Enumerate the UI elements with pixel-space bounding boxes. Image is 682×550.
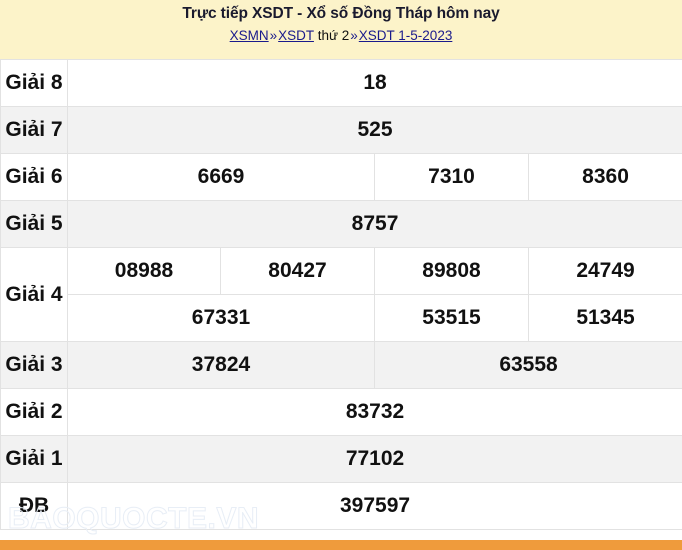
breadcrumb-link-xsdt-date[interactable]: XSDT 1-5-2023 (358, 28, 453, 43)
row-label-giai7: Giải 7 (0, 106, 68, 154)
row-label-giai5: Giải 5 (0, 200, 68, 248)
breadcrumb-text-weekday: thứ 2 (317, 28, 350, 43)
table-row-giai4-line1: Giải 4 08988 80427 89808 24749 (0, 247, 682, 342)
prize-value-giai6-2: 7310 (374, 153, 529, 201)
page-header: Trực tiếp XSDT - Xổ số Đồng Tháp hôm nay… (0, 0, 682, 59)
row-label-db: ĐB (0, 482, 68, 530)
row-label-giai8: Giải 8 (0, 59, 68, 107)
row-label-giai1: Giải 1 (0, 435, 68, 483)
lottery-results-table: Giải 8 18 Giải 7 525 Giải 6 6669 7310 83… (0, 59, 682, 530)
breadcrumb-separator-1: » (269, 28, 278, 43)
results-table-wrapper: Giải 8 18 Giải 7 525 Giải 6 6669 7310 83… (0, 59, 682, 530)
page-title: Trực tiếp XSDT - Xổ số Đồng Tháp hôm nay (182, 5, 500, 22)
prize-value-giai8-1: 18 (66, 59, 682, 107)
prize-value-giai4-2: 80427 (220, 247, 375, 295)
prize-value-giai7-1: 525 (66, 106, 682, 154)
row-label-giai6: Giải 6 (0, 153, 68, 201)
prize-value-db-1: 397597 (66, 482, 682, 530)
prize-value-giai4-5: 67331 (67, 294, 375, 342)
prize-value-giai3-2: 63558 (373, 341, 682, 389)
breadcrumb-link-xsmn[interactable]: XSMN (229, 28, 269, 43)
table-row-giai6: Giải 6 6669 7310 8360 (0, 153, 682, 201)
table-row-giai5: Giải 5 8757 (0, 200, 682, 248)
table-row-giai8: Giải 8 18 (0, 59, 682, 107)
table-row-giai2: Giải 2 83732 (0, 388, 682, 436)
table-row-giai4-line2: 67331 53515 51345 (1, 294, 682, 342)
breadcrumb: XSMN»XSDT thứ 2»XSDT 1-5-2023 (0, 27, 682, 45)
prize-value-giai3-1: 37824 (67, 341, 375, 389)
table-row-giai1: Giải 1 77102 (0, 435, 682, 483)
breadcrumb-link-xsdt[interactable]: XSDT (278, 28, 314, 43)
table-row-db: ĐB 397597 (0, 482, 682, 530)
prize-value-giai4-7: 51345 (527, 294, 682, 342)
row-label-giai3: Giải 3 (0, 341, 68, 389)
prize-value-giai4-4: 24749 (527, 247, 682, 295)
prize-value-giai4-1: 08988 (67, 247, 221, 295)
prize-value-giai1-1: 77102 (66, 435, 682, 483)
breadcrumb-separator-2: » (350, 28, 358, 43)
bottom-accent-bar (0, 540, 682, 550)
row-label-giai2: Giải 2 (0, 388, 68, 436)
prize-value-giai4-3: 89808 (374, 247, 529, 295)
prize-value-giai2-1: 83732 (66, 388, 682, 436)
prize-value-giai6-1: 6669 (67, 153, 375, 201)
prize-value-giai6-3: 8360 (527, 153, 682, 201)
table-row-giai7: Giải 7 525 (0, 106, 682, 154)
table-row-giai3: Giải 3 37824 63558 (0, 341, 682, 389)
row-label-giai4: Giải 4 (0, 247, 68, 342)
prize-value-giai4-6: 53515 (374, 294, 529, 342)
prize-value-giai5-1: 8757 (66, 200, 682, 248)
